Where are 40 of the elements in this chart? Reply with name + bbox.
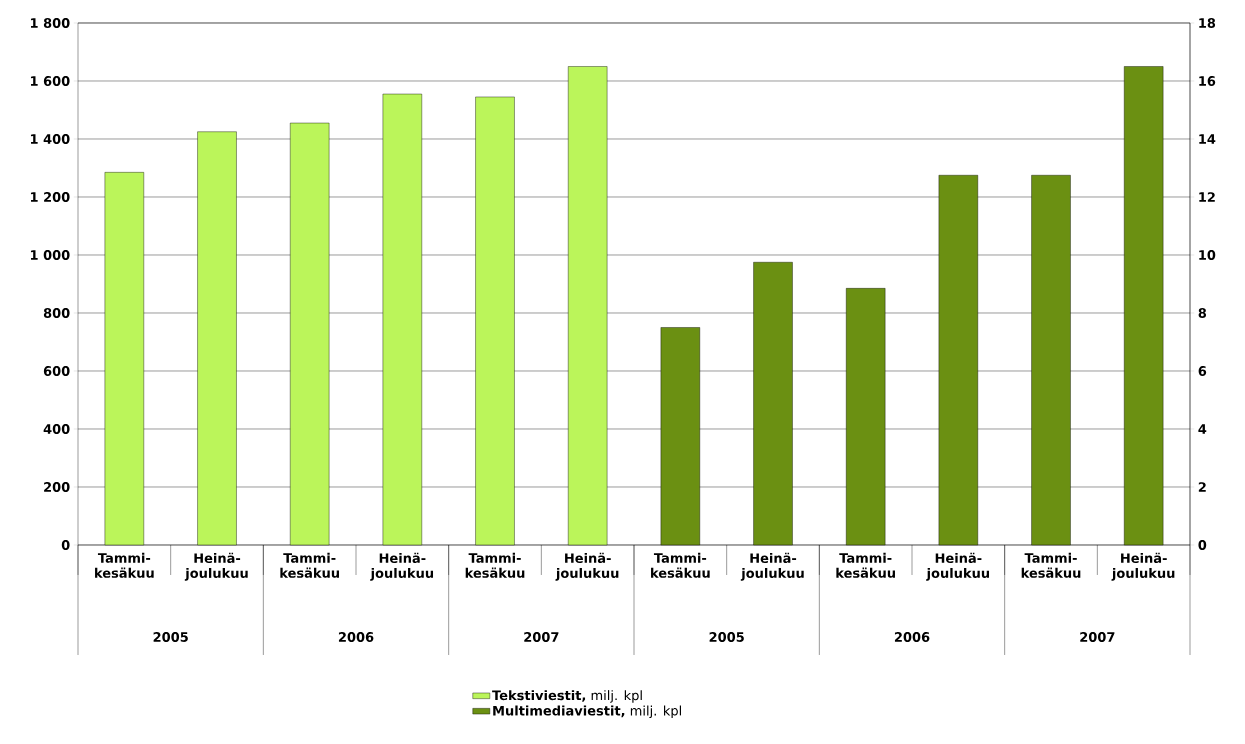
y-tick-label: 1 400 xyxy=(30,134,70,144)
x-tick-label: Tammi-kesäkuu xyxy=(280,552,339,578)
y-tick-label: 400 xyxy=(43,424,70,434)
x-tick-label: Heinä-joulukuu xyxy=(555,552,619,581)
y2-tick-label: 10 xyxy=(1199,250,1216,260)
text: 2005 xyxy=(153,632,188,642)
x-tick-label: Heinä-joulukuu xyxy=(926,552,990,581)
y2-tick-label: 6 xyxy=(1198,366,1207,376)
x-tick-label: Tammi-kesäkuu xyxy=(651,552,710,578)
y-tick-label: 1 000 xyxy=(30,250,70,260)
y2-tick-label: 14 xyxy=(1199,134,1216,144)
text: 2006 xyxy=(338,632,374,642)
x-tick-label: Tammi-kesäkuu xyxy=(836,552,895,578)
x-tick-label: Heinä-joulukuu xyxy=(1111,552,1175,581)
y-tick-label: 0 xyxy=(61,540,70,550)
y2-tick-label: 0 xyxy=(1198,540,1207,550)
legend-label: Multimediaviestit, milj. kpl xyxy=(493,705,682,719)
y2-tick-label: 12 xyxy=(1199,192,1215,202)
x-tick-label: Heinä-joulukuu xyxy=(740,552,804,581)
text: 2007 xyxy=(524,632,559,642)
y-tick-label: 1 600 xyxy=(30,76,70,86)
y2-tick-label: 16 xyxy=(1199,76,1216,86)
x-tick-label: Heinä-joulukuu xyxy=(370,552,434,581)
x-tick-label: Tammi-kesäkuu xyxy=(95,552,154,578)
y-tick-label: 1 200 xyxy=(30,192,70,202)
y-tick-label: 200 xyxy=(44,482,70,492)
x-tick-label: Tammi-kesäkuu xyxy=(1021,552,1081,578)
y-tick-label: 800 xyxy=(43,308,70,318)
y2-tick-label: 18 xyxy=(1199,18,1216,28)
y2-tick-label: 4 xyxy=(1198,424,1207,434)
legend-label: Tekstiviestit, milj. kpl xyxy=(492,690,642,703)
y2-tick-label: 2 xyxy=(1198,482,1206,492)
text: 2006 xyxy=(894,632,930,642)
text: 2007 xyxy=(1080,632,1115,642)
y2-tick-label: 8 xyxy=(1198,308,1207,318)
y-tick-label: 600 xyxy=(43,366,70,376)
x-tick-label: Tammi-kesäkuu xyxy=(465,552,525,578)
x-tick-label: Heinä-joulukuu xyxy=(184,552,248,581)
text: 2005 xyxy=(709,632,744,642)
y-tick-label: 1 800 xyxy=(30,18,70,28)
